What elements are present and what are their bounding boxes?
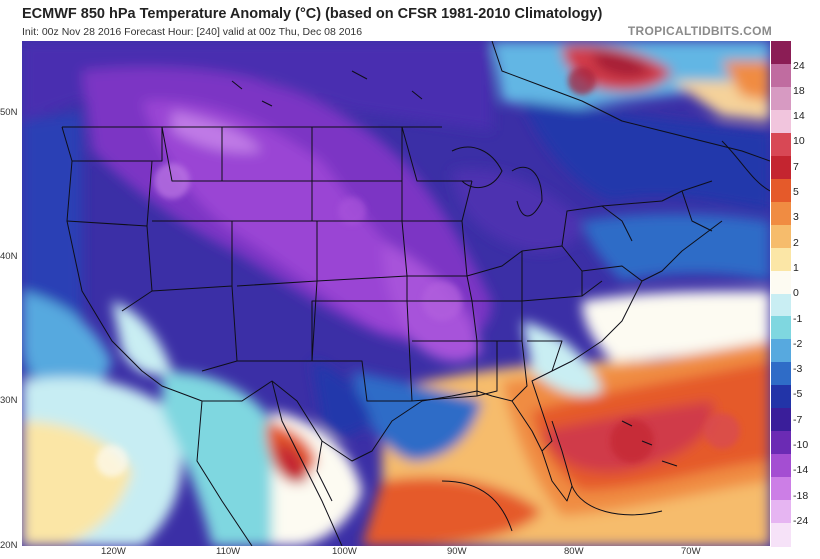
colorbar-tick-label: 10 bbox=[793, 135, 805, 148]
colorbar-swatch bbox=[771, 316, 791, 340]
map-subtitle: Init: 00z Nov 28 2016 Forecast Hour: [24… bbox=[22, 26, 363, 38]
colorbar-swatch bbox=[771, 454, 791, 478]
colorbar-tick-label: 1 bbox=[793, 261, 799, 274]
colorbar-tick-label: -5 bbox=[793, 388, 803, 401]
colorbar-tick-label: -2 bbox=[793, 337, 803, 350]
colorbar-swatch bbox=[771, 270, 791, 295]
colorbar-tick-label: 7 bbox=[793, 160, 799, 173]
colorbar-tick-label: -10 bbox=[793, 439, 809, 451]
longitude-label: 70W bbox=[681, 546, 701, 557]
longitude-label: 90W bbox=[447, 546, 467, 557]
latitude-label: 20N bbox=[0, 540, 18, 551]
colorbar-swatch bbox=[771, 523, 791, 547]
longitude-label: 80W bbox=[564, 546, 584, 557]
anomaly-map bbox=[22, 41, 770, 546]
colorbar bbox=[771, 41, 791, 547]
map-canvas bbox=[22, 41, 770, 546]
latitude-label: 30N bbox=[0, 395, 18, 406]
latitude-label: 50N bbox=[0, 107, 18, 118]
colorbar-swatch bbox=[771, 178, 791, 203]
colorbar-tick-label: -24 bbox=[793, 514, 809, 527]
colorbar-swatch bbox=[771, 201, 791, 226]
colorbar-swatch bbox=[771, 385, 791, 409]
colorbar-swatch bbox=[771, 408, 791, 432]
colorbar-tick-label: -7 bbox=[793, 413, 803, 426]
colorbar-swatch bbox=[771, 155, 791, 180]
colorbar-swatch bbox=[771, 362, 791, 386]
map-title: ECMWF 850 hPa Temperature Anomaly (°C) (… bbox=[22, 6, 603, 22]
colorbar-tick-label: 3 bbox=[793, 211, 799, 224]
colorbar-tick-label: -14 bbox=[793, 464, 809, 477]
colorbar-swatch bbox=[771, 477, 791, 501]
state-boundaries bbox=[61, 41, 770, 546]
colorbar-tick-label: 24 bbox=[793, 59, 805, 72]
colorbar-tick-label: 2 bbox=[793, 236, 799, 249]
colorbar-swatch bbox=[771, 63, 791, 88]
latitude-label: 40N bbox=[0, 251, 18, 262]
colorbar-swatch bbox=[771, 293, 791, 318]
colorbar-tick-label: 0 bbox=[793, 287, 799, 300]
colorbar-labels: 24 18 14 10 7 5 3 2 1 0 -1 -2 -3 -5 -7 -10 -14 -18 -24 bbox=[792, 41, 820, 546]
colorbar-swatch bbox=[771, 431, 791, 455]
colorbar-tick-label: -1 bbox=[793, 312, 803, 325]
colorbar-swatch bbox=[771, 109, 791, 134]
colorbar-swatch bbox=[771, 247, 791, 272]
longitude-label: 100W bbox=[332, 546, 357, 557]
colorbar-tick-label: -3 bbox=[793, 363, 803, 376]
colorbar-swatch bbox=[771, 339, 791, 363]
colorbar-tick-label: 14 bbox=[793, 110, 805, 123]
longitude-label: 110W bbox=[216, 546, 241, 557]
colorbar-swatch bbox=[771, 86, 791, 111]
colorbar-tick-label: 5 bbox=[793, 186, 799, 198]
colorbar-tick-label: 18 bbox=[793, 84, 805, 97]
colorbar-swatch bbox=[771, 500, 791, 524]
colorbar-tick-label: -18 bbox=[793, 489, 809, 502]
longitude-label: 120W bbox=[101, 546, 126, 557]
colorbar-swatch bbox=[771, 132, 791, 157]
colorbar-swatch bbox=[771, 224, 791, 249]
brand-watermark: TROPICALTIDBITS.COM bbox=[627, 24, 772, 38]
colorbar-swatch bbox=[771, 41, 791, 65]
